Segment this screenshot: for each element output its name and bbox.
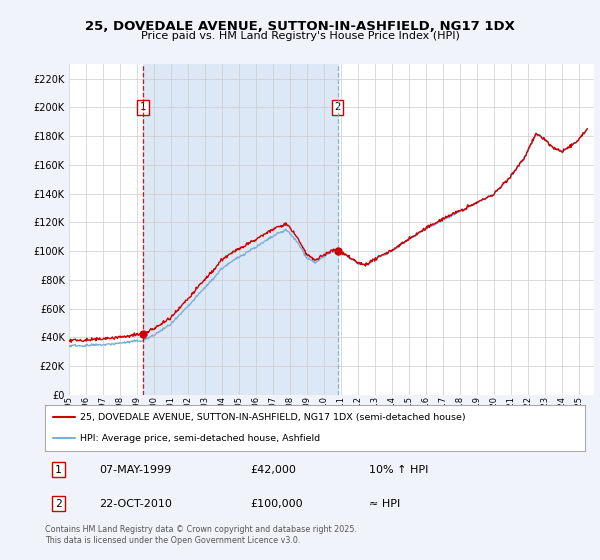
Bar: [143, 64, 338, 395]
Text: Price paid vs. HM Land Registry's House Price Index (HPI): Price paid vs. HM Land Registry's House …: [140, 31, 460, 41]
Text: 1: 1: [55, 465, 62, 475]
Text: 2: 2: [55, 498, 62, 508]
Text: Contains HM Land Registry data © Crown copyright and database right 2025.
This d: Contains HM Land Registry data © Crown c…: [45, 525, 357, 545]
Text: 10% ↑ HPI: 10% ↑ HPI: [369, 465, 428, 475]
Text: HPI: Average price, semi-detached house, Ashfield: HPI: Average price, semi-detached house,…: [80, 434, 320, 443]
Text: 07-MAY-1999: 07-MAY-1999: [99, 465, 171, 475]
Text: 25, DOVEDALE AVENUE, SUTTON-IN-ASHFIELD, NG17 1DX: 25, DOVEDALE AVENUE, SUTTON-IN-ASHFIELD,…: [85, 20, 515, 32]
Text: £42,000: £42,000: [250, 465, 296, 475]
Text: 1: 1: [140, 102, 146, 113]
Text: 25, DOVEDALE AVENUE, SUTTON-IN-ASHFIELD, NG17 1DX (semi-detached house): 25, DOVEDALE AVENUE, SUTTON-IN-ASHFIELD,…: [80, 413, 466, 422]
Text: 22-OCT-2010: 22-OCT-2010: [99, 498, 172, 508]
Text: 2: 2: [334, 102, 341, 113]
Text: £100,000: £100,000: [250, 498, 303, 508]
Text: ≈ HPI: ≈ HPI: [369, 498, 400, 508]
